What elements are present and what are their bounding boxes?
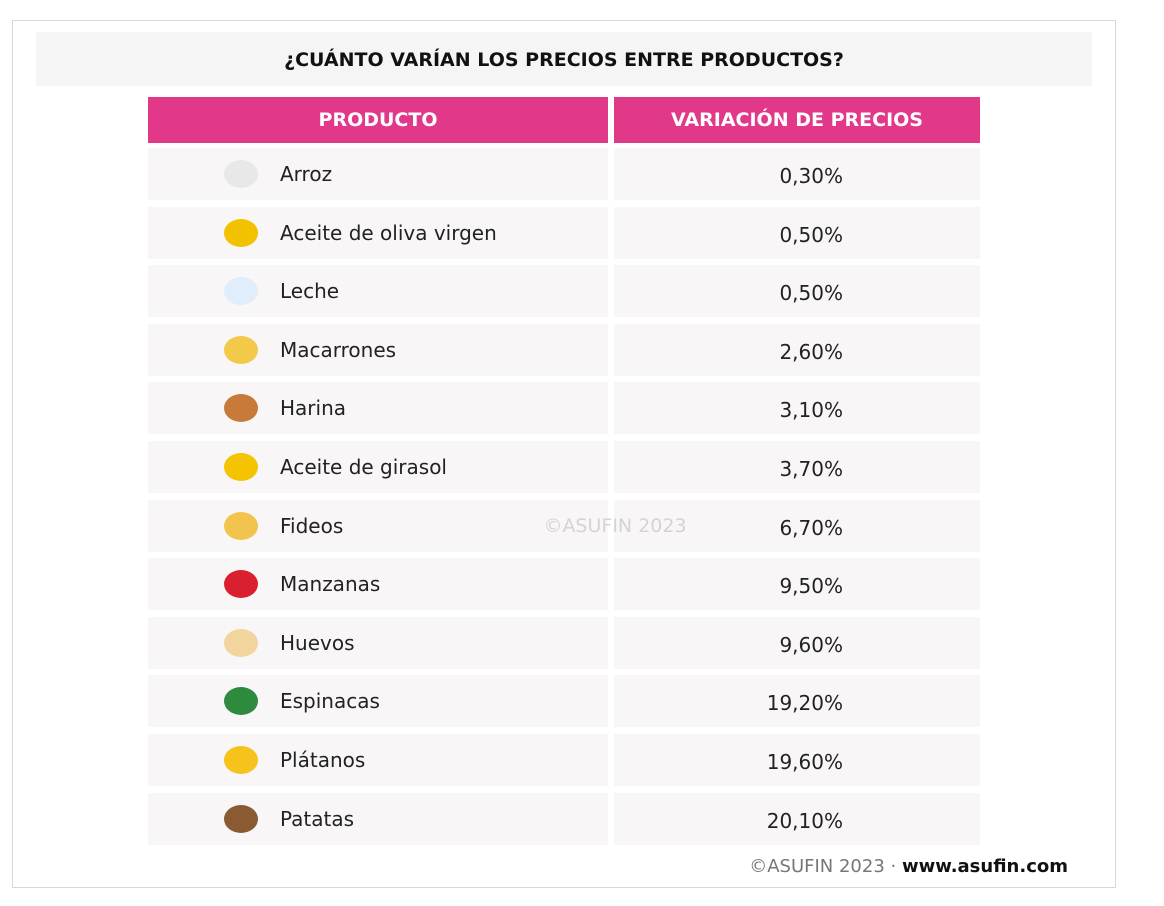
title: ¿CUÁNTO VARÍAN LOS PRECIOS ENTRE PRODUCT…: [284, 49, 844, 71]
product-name: Espinacas: [280, 689, 380, 714]
product-name: Leche: [280, 279, 340, 304]
price-variation: 3,70%: [779, 457, 843, 481]
watermark: ©ASUFIN 2023: [543, 515, 687, 537]
price-variation: 0,50%: [779, 222, 843, 247]
row-cell: [148, 792, 608, 845]
row-cell: [614, 558, 980, 611]
row-cell: [614, 206, 980, 259]
row-cell: [614, 441, 980, 493]
product-icon: [224, 277, 258, 306]
row-cell: [614, 382, 980, 435]
product-icon: [224, 160, 258, 188]
price-variation: 0,30%: [779, 164, 843, 188]
credit: ©ASUFIN 2023 ·: [749, 856, 897, 877]
product-icon: [224, 335, 258, 364]
row-cell: [614, 616, 980, 669]
row-cell: [148, 148, 608, 200]
row-cell: [614, 148, 980, 200]
product-icon: [224, 687, 258, 716]
row-cell: [614, 265, 980, 318]
row-cell: [614, 675, 980, 728]
price-variation: 9,50%: [779, 574, 843, 599]
row-cell: [614, 499, 980, 552]
product-name: Manzanas: [280, 572, 381, 597]
price-variation: 9,60%: [779, 632, 843, 657]
row-cell: [614, 734, 980, 786]
product-name: Aceite de oliva virgen: [280, 220, 497, 245]
price-variation: 6,70%: [779, 515, 843, 540]
product-name: Macarrones: [280, 337, 397, 362]
row-cell: [148, 382, 608, 435]
product-name: Plátanos: [280, 748, 366, 772]
price-variation: 19,20%: [766, 691, 843, 716]
row-cell: [148, 265, 608, 318]
header-cell: PRODUCTO: [148, 97, 608, 143]
product-name: Arroz: [280, 162, 333, 186]
price-variation: 2,60%: [779, 339, 843, 364]
product-name: Fideos: [280, 513, 344, 538]
product-icon: [224, 394, 258, 423]
product-icon: [224, 628, 258, 657]
product-icon: [224, 453, 258, 481]
product-name: Aceite de girasol: [280, 455, 447, 479]
product-icon: [224, 511, 258, 540]
product-icon: [224, 570, 258, 599]
footer: ©ASUFIN 2023 · www.asufin.com: [749, 856, 1068, 877]
price-variation: 3,10%: [779, 398, 843, 423]
row-cell: [148, 616, 608, 669]
product-name: Patatas: [280, 806, 355, 831]
frame: [12, 20, 1116, 888]
price-variation: 20,10%: [766, 808, 843, 833]
product-icon: [224, 746, 258, 774]
header-cell: VARIACIÓN DE PRECIOS: [614, 97, 980, 143]
url[interactable]: www.asufin.com: [901, 856, 1068, 877]
price-variation: 0,50%: [779, 281, 843, 306]
title-band: [36, 32, 1092, 86]
product-icon: [224, 804, 258, 833]
row-cell: [614, 323, 980, 376]
product-name: Harina: [280, 396, 347, 421]
product-name: Huevos: [280, 630, 355, 655]
price-variation: 19,60%: [766, 750, 843, 774]
row-cell: [148, 734, 608, 786]
row-cell: [614, 792, 980, 845]
product-icon: [224, 218, 258, 247]
